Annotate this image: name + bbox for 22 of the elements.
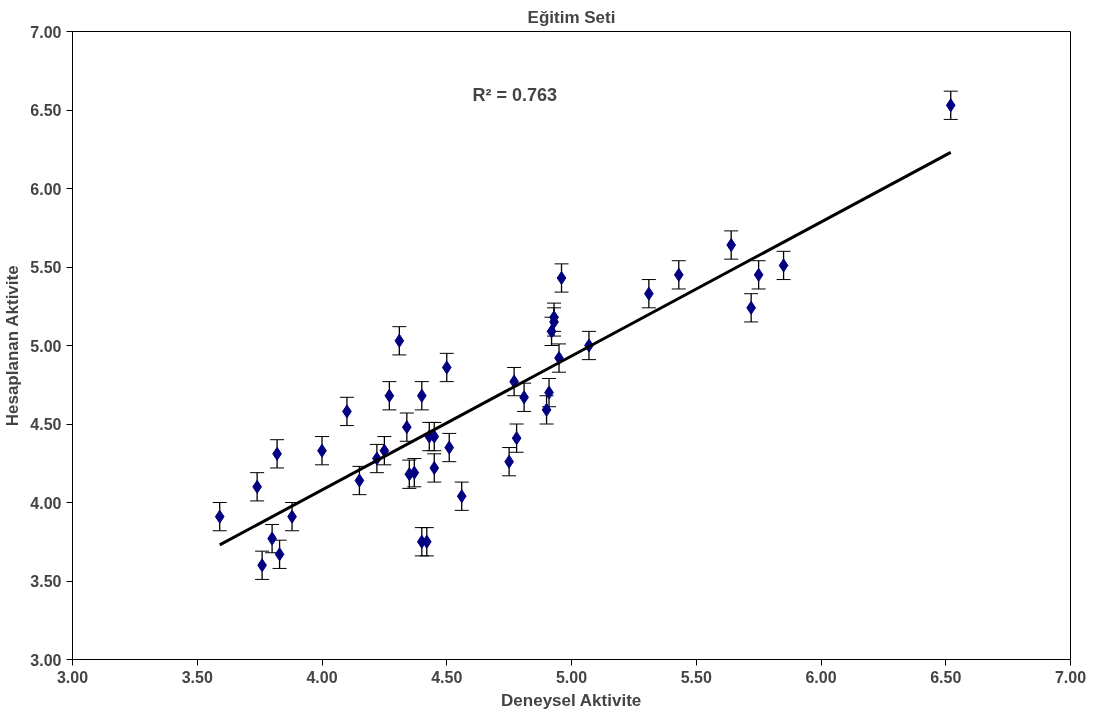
x-tick-label: 6.50 — [930, 668, 962, 686]
y-tick-label: 7.00 — [30, 23, 62, 41]
y-tick-label: 6.00 — [30, 180, 62, 198]
x-tick-label: 5.50 — [680, 668, 712, 686]
x-tick-label: 7.00 — [1054, 668, 1087, 686]
x-axis-title: Deneysel Aktivite — [501, 690, 642, 710]
y-tick-label: 6.50 — [30, 102, 62, 119]
y-tick-label: 3.00 — [30, 651, 62, 669]
x-tick-label: 4.00 — [306, 668, 338, 686]
y-axis-title: Hesaplanan Aktivite — [3, 265, 23, 427]
y-tick-label: 3.50 — [30, 573, 62, 590]
x-tick-label: 4.50 — [431, 668, 463, 686]
y-tick-label: 5.50 — [30, 259, 62, 276]
chart-title: Eğitim Seti — [527, 7, 616, 27]
y-tick-label: 4.00 — [30, 494, 62, 512]
x-tick-label: 3.00 — [56, 668, 89, 686]
x-tick-label: 6.00 — [805, 668, 837, 686]
y-tick-label: 5.00 — [30, 337, 62, 355]
annotation: R² = 0.763 — [472, 84, 558, 105]
x-tick-label: 3.50 — [181, 668, 213, 686]
x-tick-label: 5.00 — [555, 668, 588, 686]
y-tick-label: 4.50 — [30, 416, 62, 433]
